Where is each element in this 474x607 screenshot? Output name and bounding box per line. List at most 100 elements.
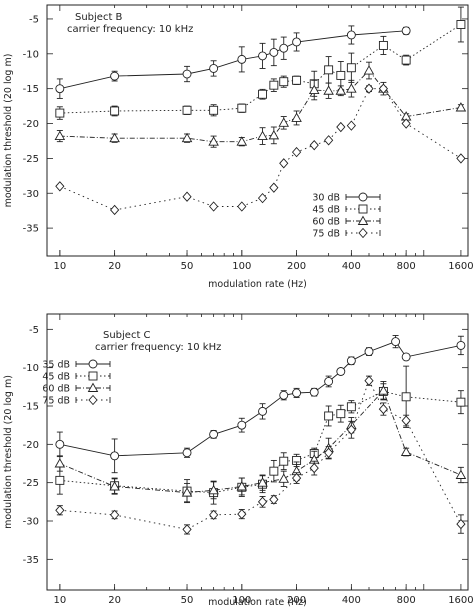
legend-marker-diamond — [358, 227, 368, 239]
legend-marker-triangle — [87, 382, 99, 392]
data-point-triangle — [335, 85, 347, 95]
y-tick-label: -25 — [23, 154, 39, 165]
legend-entry: 75 dB — [42, 394, 111, 407]
series-line — [59, 390, 461, 494]
series-30-db — [55, 25, 411, 99]
data-point-triangle — [323, 85, 334, 95]
data-point-diamond — [364, 375, 374, 386]
data-point-circle — [456, 340, 466, 350]
data-point-triangle — [181, 487, 193, 497]
data-point-diamond — [257, 496, 268, 508]
data-point-circle — [237, 420, 247, 430]
data-point-diamond — [55, 505, 65, 516]
series-line — [59, 88, 462, 211]
series-line — [59, 69, 461, 143]
data-point-square — [55, 108, 65, 118]
legend-label: 35 dB — [42, 360, 70, 371]
data-point-square — [401, 55, 411, 65]
carrier-label: carrier frequency: 10 kHz — [95, 342, 221, 353]
legend-entry: 30 dB — [312, 193, 381, 204]
y-tick-label: -10 — [23, 49, 39, 60]
legend-label: 30 dB — [312, 193, 340, 204]
data-point-circle — [110, 451, 120, 461]
data-point-square — [456, 397, 466, 407]
x-tick-label: 50 — [181, 595, 194, 606]
data-point-square — [401, 392, 411, 402]
series-line — [59, 379, 462, 530]
data-point-triangle — [278, 473, 290, 483]
y-tick-label: -10 — [23, 363, 39, 374]
legend-entry: 35 dB — [42, 359, 111, 371]
data-point-diamond — [182, 524, 192, 535]
legend-label: 60 dB — [312, 217, 340, 228]
data-point-square — [55, 475, 65, 485]
data-point-triangle — [455, 102, 467, 112]
series-75-db — [55, 83, 466, 216]
data-point-diamond — [110, 204, 120, 216]
series-60-db — [54, 381, 467, 503]
x-tick-label: 800 — [397, 595, 416, 606]
data-point-triangle — [181, 132, 193, 143]
y-tick-label: -20 — [23, 119, 39, 130]
data-point-diamond — [346, 424, 356, 435]
x-tick-label: 10 — [53, 261, 66, 272]
y-tick-label: -25 — [23, 478, 39, 489]
plot-frame — [46, 4, 469, 257]
data-point-triangle — [208, 484, 219, 495]
data-point-circle — [279, 390, 289, 400]
data-point-square — [324, 411, 334, 421]
legend-entry: 45 dB — [42, 371, 111, 383]
data-point-circle — [391, 337, 401, 347]
subject-label: Subject C — [103, 330, 151, 341]
legend-marker-square — [88, 371, 98, 381]
data-point-circle — [401, 352, 411, 362]
data-point-square — [269, 466, 279, 476]
data-point-diamond — [209, 509, 219, 521]
data-point-square — [346, 402, 356, 412]
legend-marker-circle — [88, 359, 98, 369]
x-tick-label: 50 — [181, 261, 194, 272]
data-point-diamond — [291, 472, 302, 484]
series-line — [59, 389, 462, 494]
data-point-diamond — [401, 415, 411, 426]
y-axis-label: modulation threshold (20 log m) — [3, 375, 14, 529]
legend-label: 75 dB — [312, 229, 340, 240]
y-tick-label: -30 — [23, 189, 39, 200]
data-point-square — [237, 103, 247, 113]
data-point-diamond — [401, 118, 411, 129]
data-point-diamond — [257, 192, 268, 204]
x-tick-label: 400 — [342, 595, 361, 606]
data-point-triangle — [257, 477, 268, 487]
data-point-triangle — [236, 481, 248, 491]
data-point-square — [110, 106, 120, 116]
data-point-triangle — [54, 130, 66, 141]
data-point-square — [292, 75, 302, 85]
data-point-triangle — [268, 129, 280, 140]
y-tick-label: -20 — [23, 440, 39, 451]
data-point-circle — [346, 356, 356, 366]
legend-label: 75 dB — [42, 396, 70, 407]
data-point-square — [324, 65, 334, 75]
data-point-circle — [364, 347, 374, 357]
y-tick-label: -15 — [23, 402, 39, 413]
data-point-diamond — [291, 146, 302, 158]
data-point-circle — [258, 51, 267, 61]
series-75-db — [55, 375, 466, 535]
data-point-triangle — [378, 385, 389, 395]
data-point-triangle — [308, 84, 320, 95]
data-point-diamond — [110, 509, 120, 521]
data-point-diamond — [309, 462, 319, 474]
data-point-circle — [269, 47, 279, 57]
subject-label: Subject B — [75, 12, 123, 23]
data-point-square — [269, 80, 279, 90]
data-point-triangle — [455, 469, 467, 479]
data-point-triangle — [257, 130, 268, 141]
x-tick-label: 800 — [397, 261, 416, 272]
data-point-diamond — [269, 182, 279, 193]
data-point-diamond — [378, 403, 389, 415]
data-point-diamond — [309, 139, 319, 151]
data-point-diamond — [324, 135, 334, 146]
x-tick-label: 20 — [108, 595, 121, 606]
x-tick-label: 10 — [53, 595, 66, 606]
